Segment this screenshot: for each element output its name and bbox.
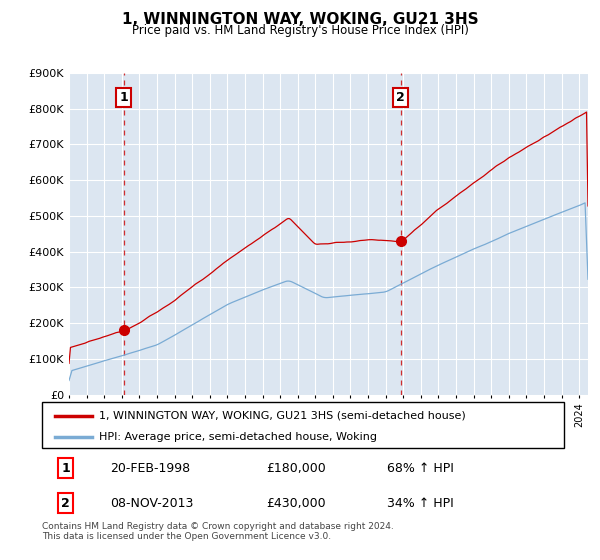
- Text: £430,000: £430,000: [266, 497, 326, 510]
- Text: 1, WINNINGTON WAY, WOKING, GU21 3HS (semi-detached house): 1, WINNINGTON WAY, WOKING, GU21 3HS (sem…: [100, 411, 466, 421]
- Text: 20-FEB-1998: 20-FEB-1998: [110, 462, 190, 475]
- Text: 2: 2: [396, 91, 405, 104]
- Text: 1: 1: [61, 462, 70, 475]
- Text: Contains HM Land Registry data © Crown copyright and database right 2024.
This d: Contains HM Land Registry data © Crown c…: [42, 522, 394, 542]
- Text: Price paid vs. HM Land Registry's House Price Index (HPI): Price paid vs. HM Land Registry's House …: [131, 24, 469, 36]
- Text: 1: 1: [119, 91, 128, 104]
- Text: 68% ↑ HPI: 68% ↑ HPI: [386, 462, 454, 475]
- Text: 2: 2: [61, 497, 70, 510]
- Text: £180,000: £180,000: [266, 462, 326, 475]
- Text: 1, WINNINGTON WAY, WOKING, GU21 3HS: 1, WINNINGTON WAY, WOKING, GU21 3HS: [122, 12, 478, 27]
- Text: HPI: Average price, semi-detached house, Woking: HPI: Average price, semi-detached house,…: [100, 432, 377, 441]
- Text: 08-NOV-2013: 08-NOV-2013: [110, 497, 193, 510]
- Text: 34% ↑ HPI: 34% ↑ HPI: [386, 497, 453, 510]
